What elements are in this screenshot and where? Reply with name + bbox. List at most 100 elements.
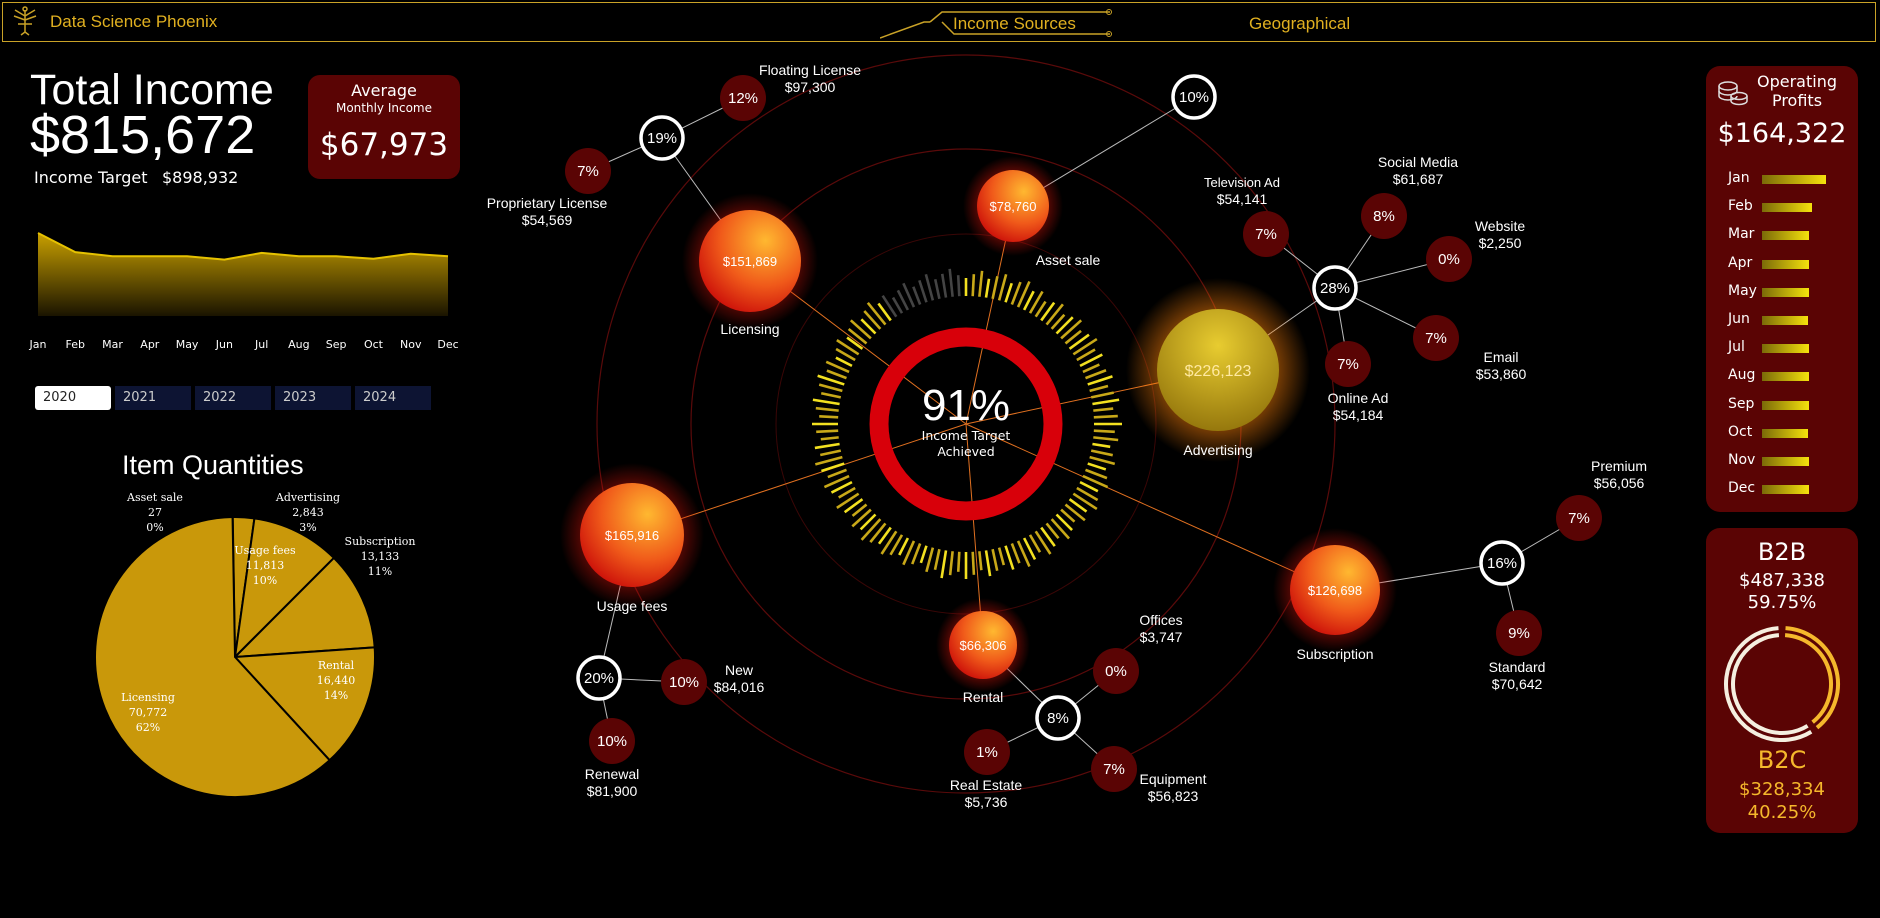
progress-tick — [896, 289, 910, 311]
progress-tick — [1079, 353, 1103, 368]
rental-value: $66,306 — [960, 638, 1007, 653]
year-button-2024[interactable]: 2024 — [355, 386, 431, 410]
op-month-feb: Feb — [1728, 198, 1753, 215]
year-button-2020[interactable]: 2020 — [35, 386, 111, 410]
progress-tick — [924, 273, 935, 301]
progress-tick — [863, 310, 882, 330]
progress-tick — [911, 543, 922, 565]
hub-circles — [576, 74, 1525, 741]
b2c-value: $328,334 — [1739, 779, 1825, 800]
op-month-jul: Jul — [1728, 339, 1745, 356]
progress-tick — [1050, 313, 1066, 330]
node-rental[interactable] — [936, 598, 1030, 692]
hub-rental-pct: 8% — [1047, 710, 1069, 727]
average-monthly-value: $67,973 — [319, 127, 449, 163]
pie-slice-rental[interactable] — [232, 646, 376, 762]
offices-label: Offices $3,747 — [1139, 612, 1182, 646]
realestate-pct: 1% — [976, 744, 998, 761]
monthly-income-label: Monthly Income — [335, 101, 433, 115]
progress-tick — [819, 449, 842, 457]
usage-fees-value: $165,916 — [605, 528, 659, 543]
progress-tick — [1055, 316, 1074, 335]
tab-geographical[interactable]: Geographical — [1249, 14, 1351, 33]
premium-value: $56,056 — [1593, 475, 1645, 491]
pie-label-subscription-name: Subscription — [344, 535, 416, 548]
year-button-2021[interactable]: 2021 — [115, 386, 191, 410]
new-pct: 10% — [669, 674, 699, 691]
op-month-dec: Dec — [1728, 480, 1756, 497]
new-value: $84,016 — [713, 679, 765, 695]
node-advertising[interactable] — [1126, 278, 1310, 462]
progress-tick — [912, 286, 922, 305]
new-label: New $84,016 — [714, 662, 765, 696]
average-monthly-income-card: Average Monthly Income $67,973 — [308, 75, 460, 179]
premium-name: Premium — [1590, 458, 1648, 474]
progress-tick — [925, 547, 935, 573]
progress-tick — [898, 537, 910, 556]
standard-label: Standard $70,642 — [1489, 659, 1546, 693]
progress-tick — [847, 327, 868, 345]
television-ad-label: Television Ad $54,141 — [1204, 174, 1280, 208]
advertising-value: $226,123 — [1185, 363, 1252, 380]
progress-tick — [859, 513, 877, 531]
progress-tick — [1085, 369, 1107, 380]
real-estate-value: $5,736 — [964, 794, 1008, 810]
renewal-label: Renewal $81,900 — [585, 766, 639, 800]
premium-label: Premium $56,056 — [1591, 458, 1647, 492]
renewal-pct: 10% — [597, 733, 627, 750]
progress-tick — [948, 268, 954, 297]
progress-tick — [1079, 480, 1099, 493]
sub-node-circles — [565, 75, 1602, 792]
tab-income-sources[interactable]: Income Sources — [953, 14, 1076, 33]
year-button-2023[interactable]: 2023 — [275, 386, 351, 410]
online-ad-label: Online Ad $54,184 — [1328, 390, 1389, 424]
progress-tick — [1076, 486, 1099, 502]
month-label-sep: Sep — [325, 338, 347, 351]
op-bar-oct — [1762, 428, 1809, 438]
op-month-oct: Oct — [1728, 423, 1753, 440]
month-label-nov: Nov — [399, 338, 422, 351]
progress-tick — [826, 369, 847, 380]
progress-tick — [971, 551, 976, 575]
progress-tick — [978, 551, 983, 571]
floating-pct: 12% — [728, 90, 758, 107]
equipment-label: Equipment $56,823 — [1140, 771, 1207, 805]
progress-tick — [902, 540, 916, 566]
income-target-percent: 91% — [921, 381, 1011, 430]
op-month-nov: Nov — [1728, 452, 1756, 468]
pie-slice-licensing[interactable] — [94, 516, 331, 798]
op-bar-dec — [1762, 485, 1810, 495]
progress-tick — [1040, 526, 1056, 547]
node-licensing[interactable] — [682, 193, 818, 329]
node-usage-fees[interactable] — [560, 463, 704, 607]
progress-tick — [1085, 468, 1108, 480]
area-fill — [38, 233, 448, 316]
pie-slice-usage-fees[interactable] — [233, 517, 336, 660]
real-estate-name: Real Estate — [949, 777, 1023, 793]
item-quantities-pie-chart — [94, 516, 376, 798]
month-label-aug: Aug — [288, 338, 310, 351]
progress-tick — [997, 547, 1006, 566]
progress-tick — [933, 548, 941, 571]
progress-tick — [1092, 398, 1120, 406]
progress-tick — [1072, 492, 1098, 511]
progress-tick — [984, 550, 992, 577]
progress-tick — [836, 339, 860, 356]
year-button-2022[interactable]: 2022 — [195, 386, 271, 410]
progress-tick — [1068, 333, 1090, 350]
op-bar-jan — [1762, 175, 1826, 184]
real-estate-label: Real Estate $5,736 — [950, 777, 1022, 811]
floating-license-value: $97,300 — [784, 79, 836, 95]
hub-advertising-pct: 28% — [1320, 280, 1350, 297]
pie-slice-subscription[interactable] — [232, 556, 376, 659]
progress-tick — [816, 429, 839, 434]
progress-tick — [830, 480, 853, 494]
income-target-value: $898,932 — [162, 168, 239, 187]
progress-tick-ring — [812, 268, 1122, 579]
op-month-jun: Jun — [1728, 311, 1750, 327]
progress-tick — [1093, 429, 1115, 434]
standard-pct: 9% — [1508, 625, 1530, 642]
node-subscription[interactable] — [1273, 528, 1397, 652]
node-asset-sale[interactable] — [963, 156, 1063, 256]
pie-label-licensing-qty: 70,772 — [128, 706, 168, 719]
